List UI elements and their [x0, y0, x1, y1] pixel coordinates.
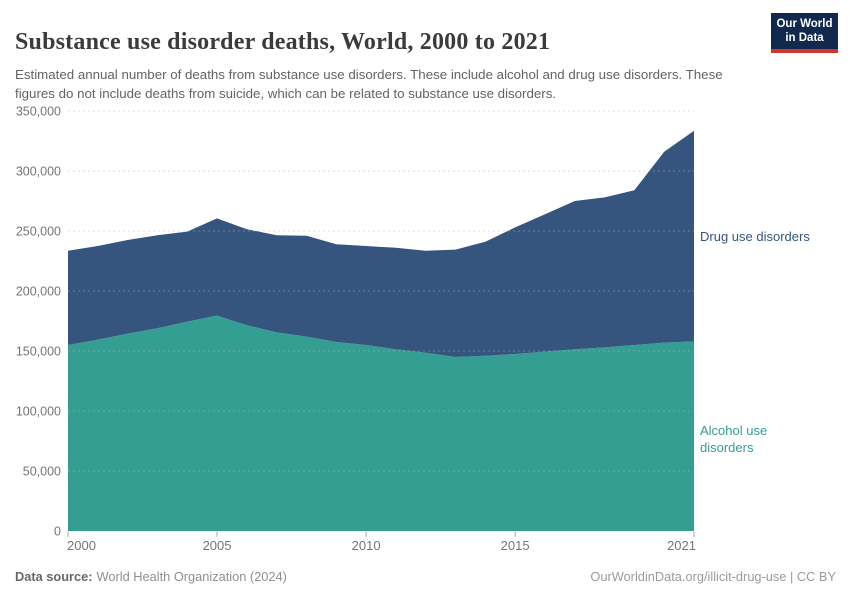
- y-tick-label: 0: [54, 525, 61, 539]
- y-tick-label: 150,000: [16, 345, 61, 359]
- y-tick-label: 50,000: [23, 465, 61, 479]
- data-source-label: Data source:: [15, 569, 93, 584]
- data-source-value: World Health Organization (2024): [96, 569, 287, 584]
- license-credit: OurWorldinData.org/illicit-drug-use | CC…: [590, 569, 836, 584]
- y-tick-label: 200,000: [16, 285, 61, 299]
- area-drug-use-disorders[interactable]: [68, 130, 694, 357]
- y-tick-label: 250,000: [16, 225, 61, 239]
- page-title: Substance use disorder deaths, World, 20…: [15, 29, 551, 56]
- x-tick-label: 2021: [667, 538, 696, 553]
- chart-subtitle: Estimated annual number of deaths from s…: [15, 67, 723, 102]
- owid-logo-line2: in Data: [785, 32, 824, 45]
- x-tick-label: 2015: [501, 538, 530, 553]
- owid-logo: Our World in Data: [771, 13, 838, 53]
- x-tick-label: 2000: [67, 538, 96, 553]
- y-tick-label: 350,000: [16, 105, 61, 119]
- y-tick-label: 300,000: [16, 165, 61, 179]
- legend-label-drug-use-disorders[interactable]: Drug use disorders: [700, 229, 810, 244]
- data-source-note: Data source: World Health Organization (2…: [15, 569, 287, 584]
- owid-logo-line1: Our World: [776, 18, 833, 30]
- area-alcohol-use-disorders[interactable]: [68, 315, 694, 531]
- legend-label-alcohol-use-disorders[interactable]: Alcohol use disorders: [700, 423, 768, 455]
- x-tick-label: 2010: [352, 538, 381, 553]
- x-tick-label: 2005: [203, 538, 232, 553]
- y-tick-label: 100,000: [16, 405, 61, 419]
